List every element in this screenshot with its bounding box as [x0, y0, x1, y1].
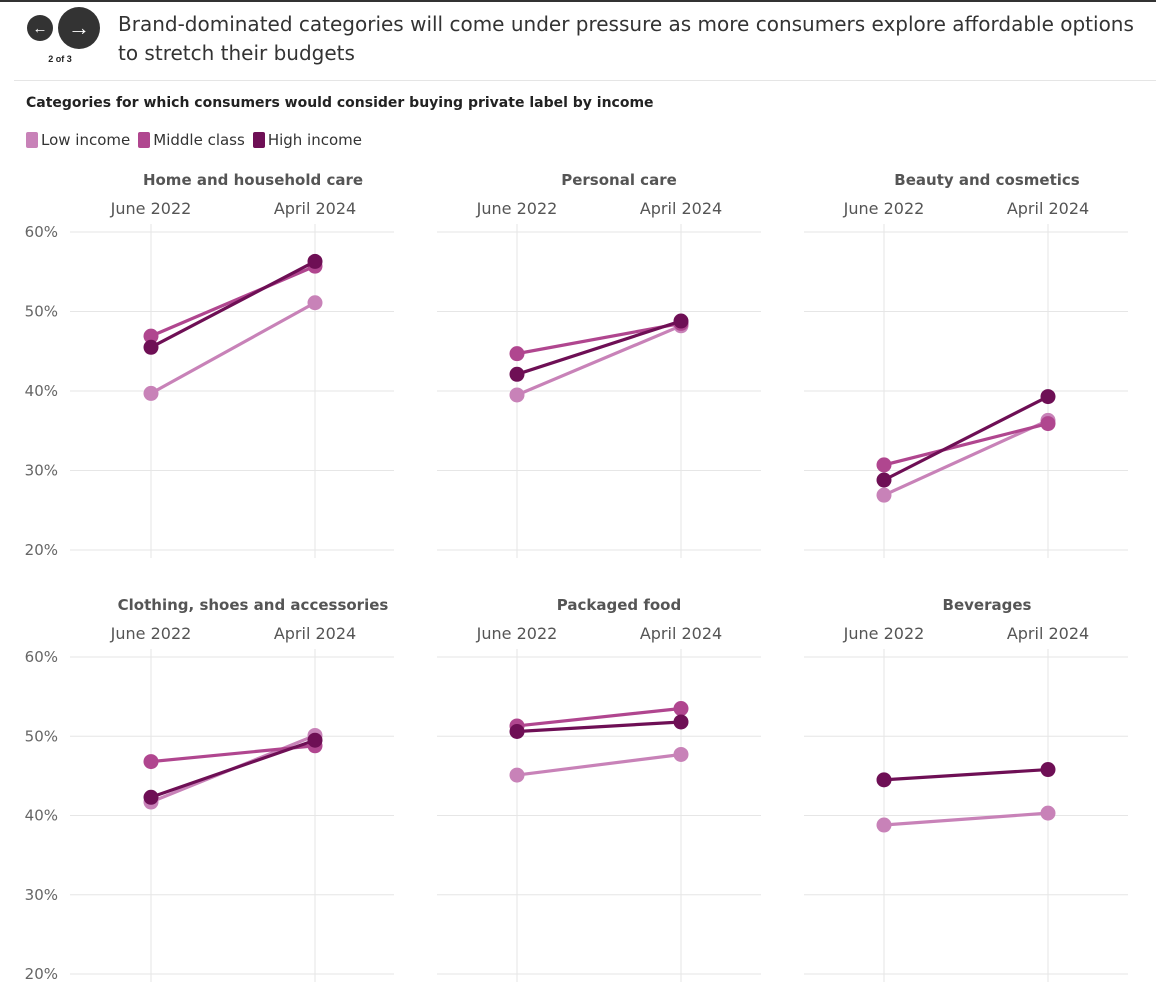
legend: Low income Middle class High income	[26, 131, 362, 149]
data-point	[307, 732, 323, 748]
data-point	[876, 817, 892, 833]
previous-button[interactable]: ←	[27, 15, 53, 41]
data-point	[307, 295, 323, 311]
legend-swatch	[252, 132, 265, 148]
y-tick-label: 20%	[25, 541, 58, 559]
data-point	[876, 772, 892, 788]
x-tick-label: April 2024	[1007, 624, 1089, 643]
x-tick-label: April 2024	[274, 624, 356, 643]
legend-item-middle-class: Middle class	[138, 131, 245, 149]
legend-swatch	[26, 132, 38, 148]
slide-navigation: ← → 2 of 3	[26, 7, 106, 69]
x-tick-label: April 2024	[1007, 199, 1089, 218]
top-rule	[0, 0, 1156, 2]
y-tick-label: 30%	[25, 462, 58, 480]
y-tick-label: 40%	[25, 382, 58, 400]
series-line	[882, 418, 1050, 497]
data-point	[1040, 805, 1056, 821]
series-line	[149, 738, 317, 799]
data-point	[673, 313, 689, 329]
divider	[14, 80, 1156, 81]
panel-title: Beauty and cosmetics	[894, 171, 1079, 189]
panel-title: Home and household care	[143, 171, 363, 189]
headline: Brand-dominated categories will come und…	[118, 12, 1134, 65]
next-button[interactable]: →	[58, 7, 100, 49]
y-tick-label: 60%	[25, 648, 58, 666]
chart-subtitle: Categories for which consumers would con…	[26, 95, 654, 111]
data-point	[876, 487, 892, 503]
panel-title: Clothing, shoes and accessories	[118, 596, 389, 614]
y-tick-label: 50%	[25, 303, 58, 321]
data-point	[673, 701, 689, 717]
data-point	[1040, 416, 1056, 432]
data-point	[509, 387, 525, 403]
series-line	[515, 324, 683, 397]
legend-label: High income	[267, 131, 362, 149]
series-line	[149, 259, 317, 349]
data-point	[143, 754, 159, 770]
legend-swatch	[138, 132, 151, 148]
x-tick-label: June 2022	[476, 624, 558, 643]
x-tick-label: June 2022	[110, 624, 192, 643]
data-point	[143, 339, 159, 355]
data-point	[509, 346, 525, 362]
y-tick-label: 30%	[25, 886, 58, 904]
data-point	[509, 767, 525, 783]
data-point	[307, 253, 323, 269]
series-line	[882, 394, 1050, 482]
data-point	[1040, 389, 1056, 405]
legend-label: Low income	[41, 131, 131, 149]
series-line	[515, 720, 683, 734]
data-point	[143, 385, 159, 401]
panel-title: Personal care	[561, 171, 677, 189]
x-tick-label: June 2022	[476, 199, 558, 218]
data-point	[673, 714, 689, 730]
x-tick-label: April 2024	[274, 199, 356, 218]
legend-label: Middle class	[153, 131, 245, 149]
series-line	[882, 421, 1050, 467]
series-line	[515, 752, 683, 777]
data-point	[876, 472, 892, 488]
data-point	[876, 457, 892, 473]
legend-item-low-income: Low income	[26, 131, 130, 149]
arrow-left-icon: ←	[32, 19, 48, 37]
y-tick-label: 50%	[25, 727, 58, 745]
x-tick-label: June 2022	[110, 199, 192, 218]
data-point	[143, 328, 159, 344]
x-tick-label: June 2022	[843, 624, 925, 643]
series-line	[515, 319, 683, 376]
y-tick-label: 20%	[25, 965, 58, 983]
series-line	[515, 706, 683, 728]
data-point	[509, 366, 525, 382]
x-tick-label: April 2024	[640, 199, 722, 218]
series-line	[149, 301, 317, 395]
data-point	[673, 746, 689, 762]
x-tick-label: April 2024	[640, 624, 722, 643]
data-point	[509, 723, 525, 739]
data-point	[1040, 762, 1056, 778]
page-indicator: 2 of 3	[48, 54, 72, 64]
series-line	[882, 811, 1050, 827]
panel-title: Beverages	[943, 596, 1032, 614]
y-tick-label: 60%	[25, 223, 58, 241]
y-tick-label: 40%	[25, 807, 58, 825]
series-line	[882, 767, 1050, 782]
data-point	[143, 789, 159, 805]
series-line	[149, 264, 317, 338]
x-tick-label: June 2022	[843, 199, 925, 218]
panel-title: Packaged food	[557, 596, 681, 614]
legend-item-high-income: High income	[252, 131, 362, 149]
arrow-right-icon: →	[68, 15, 90, 40]
